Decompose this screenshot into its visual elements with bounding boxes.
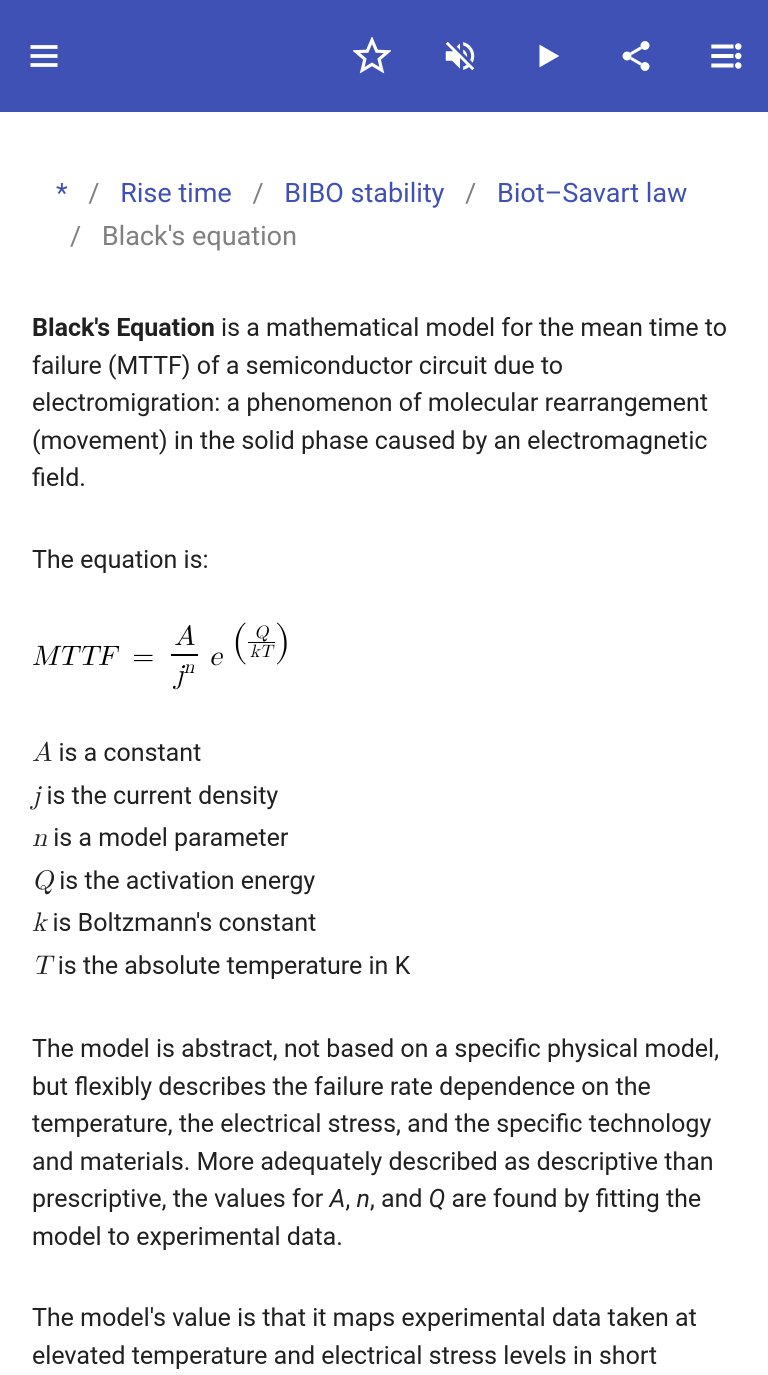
- eq-e: e: [209, 640, 221, 674]
- equation-label: The equation is:: [32, 542, 736, 580]
- star-icon[interactable]: [352, 36, 392, 76]
- breadcrumb-sep: /: [70, 220, 81, 252]
- article-content: * / Rise time / BIBO stability / Biot–Sa…: [0, 112, 768, 1375]
- intro-paragraph: Black's Equation is a mathematical model…: [32, 310, 736, 498]
- eq-numerator: A: [170, 623, 199, 653]
- def-item: k is Boltzmann's constant: [32, 904, 736, 945]
- mute-icon[interactable]: [440, 36, 480, 76]
- list-icon[interactable]: [704, 36, 744, 76]
- eq-fraction: A jn: [170, 623, 199, 690]
- eq-lhs: MTTF: [32, 640, 116, 674]
- share-icon[interactable]: [616, 36, 656, 76]
- breadcrumb-sep: /: [252, 177, 263, 209]
- article-title: Black's Equation: [32, 314, 215, 343]
- paragraph-2: The model is abstract, not based on a sp…: [32, 1031, 736, 1256]
- breadcrumb-sep: /: [465, 177, 476, 209]
- play-icon[interactable]: [528, 36, 568, 76]
- equation: MTTF = A jn e ( Q kT ): [32, 623, 736, 690]
- definitions-list: A is a constant j is the current density…: [32, 734, 736, 987]
- breadcrumb-link-root[interactable]: *: [56, 177, 68, 209]
- paragraph-3: The model's value is that it maps experi…: [32, 1300, 736, 1375]
- breadcrumb-current: Black's equation: [102, 220, 297, 252]
- breadcrumb-sep: /: [88, 177, 99, 209]
- def-item: n is a model parameter: [32, 819, 736, 860]
- eq-exponent: ( Q kT ): [232, 624, 291, 661]
- eq-equals: =: [132, 640, 154, 674]
- def-item: A is a constant: [32, 734, 736, 775]
- app-toolbar: [0, 0, 768, 112]
- def-item: T is the absolute temperature in K: [32, 947, 736, 988]
- breadcrumb-link-3[interactable]: Biot–Savart law: [497, 177, 687, 209]
- breadcrumb: * / Rise time / BIBO stability / Biot–Sa…: [32, 172, 736, 258]
- def-item: j is the current density: [32, 777, 736, 818]
- breadcrumb-link-2[interactable]: BIBO stability: [284, 177, 444, 209]
- eq-denominator: jn: [171, 654, 198, 691]
- menu-icon[interactable]: [24, 36, 64, 76]
- def-item: Q is the activation energy: [32, 862, 736, 903]
- breadcrumb-link-1[interactable]: Rise time: [120, 177, 232, 209]
